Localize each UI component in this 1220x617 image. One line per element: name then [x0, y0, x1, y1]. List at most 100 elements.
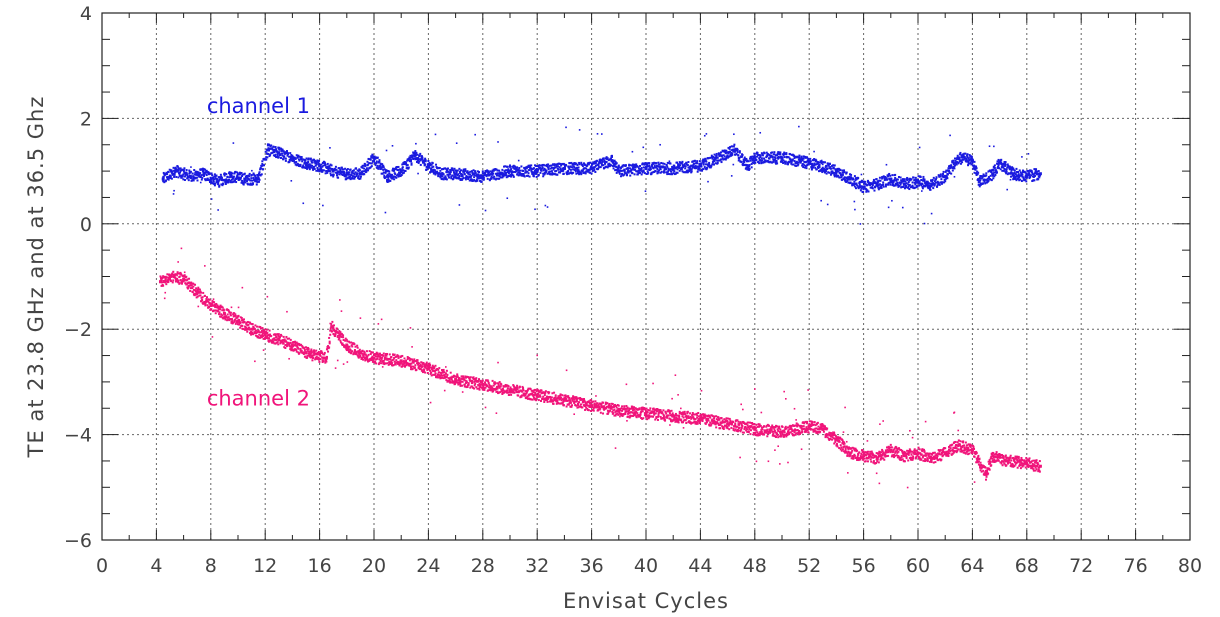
data-point [419, 363, 422, 366]
data-point [530, 398, 533, 401]
data-point [776, 152, 779, 155]
data-point [520, 165, 523, 168]
data-point-outlier [988, 145, 991, 148]
data-point [344, 173, 347, 176]
data-point [997, 164, 1000, 167]
data-point [566, 173, 569, 176]
data-point [226, 176, 229, 179]
data-point [481, 170, 484, 173]
data-point [379, 168, 382, 171]
data-point [921, 179, 924, 182]
data-point [558, 166, 561, 169]
data-point [316, 159, 319, 162]
data-point [471, 179, 474, 182]
data-point [910, 178, 913, 181]
data-point [494, 388, 497, 391]
data-point [281, 148, 284, 151]
data-point [547, 391, 550, 394]
data-point [442, 168, 445, 171]
data-point [217, 176, 220, 179]
data-point [288, 337, 291, 340]
data-point [322, 357, 325, 360]
data-point [383, 363, 386, 366]
data-point [182, 280, 185, 283]
data-point [954, 159, 957, 162]
data-point [214, 306, 217, 309]
data-point [907, 185, 910, 188]
data-point [561, 167, 564, 170]
data-point [563, 397, 566, 400]
data-point-key [481, 174, 485, 178]
data-point [606, 166, 609, 169]
data-point [890, 181, 893, 184]
data-point [179, 272, 182, 275]
data-point-outlier [455, 142, 458, 144]
data-point [807, 157, 810, 160]
data-point [979, 183, 982, 186]
data-point [279, 339, 282, 342]
data-point [993, 171, 996, 174]
data-point [863, 182, 866, 185]
data-point [584, 167, 587, 170]
data-point [521, 394, 524, 397]
data-point [326, 165, 329, 168]
data-point [160, 279, 163, 282]
data-point [401, 363, 404, 366]
data-point [323, 351, 326, 354]
data-point [169, 174, 172, 177]
data-point [180, 280, 183, 283]
data-point-key [712, 159, 716, 163]
data-point [174, 273, 177, 276]
data-point [737, 154, 740, 157]
data-point [476, 387, 479, 390]
data-point [200, 178, 203, 181]
data-point [324, 162, 327, 165]
data-point-outlier [176, 274, 178, 277]
data-point [503, 165, 506, 168]
data-point [220, 177, 223, 180]
data-point [695, 167, 698, 170]
data-point-key [807, 161, 811, 165]
data-point [473, 380, 476, 383]
data-point [580, 173, 583, 176]
data-point [380, 166, 383, 169]
data-point [167, 280, 170, 283]
data-point [253, 327, 256, 330]
data-point [803, 166, 806, 169]
data-point [242, 328, 245, 331]
data-point [399, 168, 402, 171]
data-point [444, 376, 447, 379]
data-point [731, 145, 734, 148]
data-point [327, 170, 330, 173]
data-point [295, 349, 298, 352]
data-point [531, 168, 534, 171]
data-point [612, 165, 615, 168]
data-point [368, 166, 371, 169]
data-point-outlier [212, 298, 215, 300]
data-point [462, 168, 465, 171]
data-point [195, 296, 198, 299]
data-point [285, 340, 288, 343]
data-point [1028, 177, 1031, 180]
data-point [413, 367, 416, 370]
data-point [174, 277, 177, 280]
data-point [978, 185, 981, 188]
data-point [277, 156, 280, 159]
data-point [753, 159, 756, 162]
data-point [859, 185, 862, 188]
data-point [689, 169, 692, 172]
data-point [599, 160, 602, 163]
data-point [674, 166, 677, 169]
data-point [429, 162, 432, 165]
data-point [299, 156, 302, 159]
data-point [233, 320, 236, 323]
data-point [239, 177, 242, 180]
data-point [853, 180, 856, 183]
data-point [227, 318, 230, 321]
data-point [244, 325, 247, 328]
data-point [473, 387, 476, 390]
data-point [358, 349, 361, 352]
data-point [211, 182, 214, 185]
data-point [289, 345, 292, 348]
data-point [245, 174, 248, 177]
